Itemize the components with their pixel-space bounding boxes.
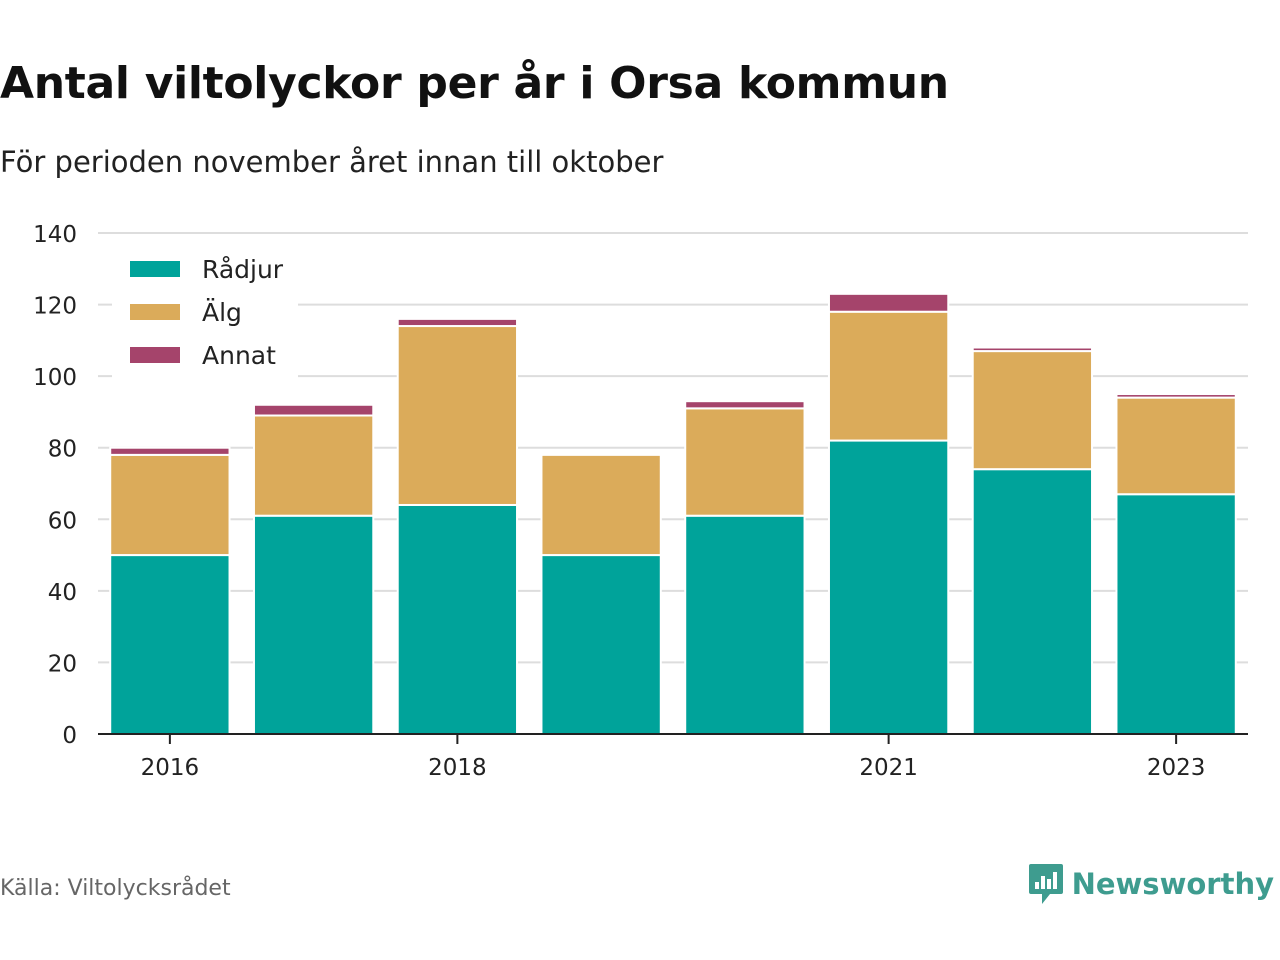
brand-name: Newsworthy	[1071, 867, 1274, 901]
bar-segment-2022-2	[971, 346, 1094, 353]
legend-swatch-2	[130, 347, 180, 363]
bar-segment-2016-0	[109, 554, 231, 736]
bar-segment-2023-2	[1115, 393, 1237, 399]
bar-segment-2017-0	[252, 514, 375, 736]
x-tick-label: 2023	[1147, 755, 1206, 781]
bar-segment-2018-0	[396, 503, 519, 735]
chart-title: Antal viltolyckor per år i Orsa kommun	[0, 58, 949, 109]
legend: Rådjur Älg Annat	[112, 244, 298, 380]
legend-label-0: Rådjur	[202, 255, 284, 284]
y-tick-label: 120	[33, 294, 77, 320]
bar-segment-2020-0	[684, 514, 806, 736]
bar-segment-2022-0	[971, 468, 1094, 735]
bar-segment-2020-2	[684, 400, 806, 410]
bar-segment-2019-0	[540, 554, 662, 736]
bar-segment-2022-1	[971, 350, 1094, 471]
bar-segment-2021-1	[827, 310, 950, 442]
bar-segment-2016-2	[109, 446, 231, 456]
x-tick-label: 2021	[859, 755, 918, 781]
source-note: Källa: Viltolycksrådet	[0, 876, 231, 901]
newsworthy-logo-icon	[1028, 864, 1063, 904]
bar-segment-2019-1	[540, 453, 662, 557]
x-tick-label: 2016	[141, 755, 200, 781]
y-tick-label: 140	[33, 222, 77, 248]
bar-segment-2023-1	[1115, 396, 1237, 496]
y-tick-label: 20	[48, 651, 77, 677]
y-tick-label: 0	[62, 723, 77, 749]
y-tick-label: 100	[33, 365, 77, 391]
bar-segment-2021-2	[827, 292, 950, 313]
legend-label-2: Annat	[202, 341, 276, 370]
bar-segment-2017-1	[252, 414, 375, 517]
legend-swatch-0	[130, 261, 180, 277]
y-tick-label: 40	[48, 580, 77, 606]
bar-segment-2023-0	[1115, 493, 1237, 735]
y-axis-tick-labels: 0 20 40 60 80 100 120 140	[33, 222, 77, 749]
brand-logo: Newsworthy	[1028, 862, 1274, 906]
bar-segment-2017-2	[252, 403, 375, 417]
bar-segment-2016-1	[109, 453, 231, 557]
y-tick-label: 80	[48, 437, 77, 463]
legend-label-1: Älg	[202, 298, 242, 327]
bar-segment-2020-1	[684, 407, 806, 517]
bar-segment-2018-1	[396, 325, 519, 506]
chart-subtitle: För perioden november året innan till ok…	[0, 145, 664, 179]
legend-swatch-1	[130, 304, 180, 320]
bar-segment-2018-2	[396, 317, 519, 328]
bar-segment-2021-0	[827, 439, 950, 736]
x-axis-ticks: 2016 2018 2021 2023	[141, 734, 1206, 781]
y-tick-label: 60	[48, 508, 77, 534]
bars	[109, 292, 1237, 736]
stacked-bar-chart: 0 20 40 60 80 100 120 140 2016 2018 2021 2023 Rådj…	[33, 222, 1248, 781]
x-tick-label: 2018	[428, 755, 487, 781]
